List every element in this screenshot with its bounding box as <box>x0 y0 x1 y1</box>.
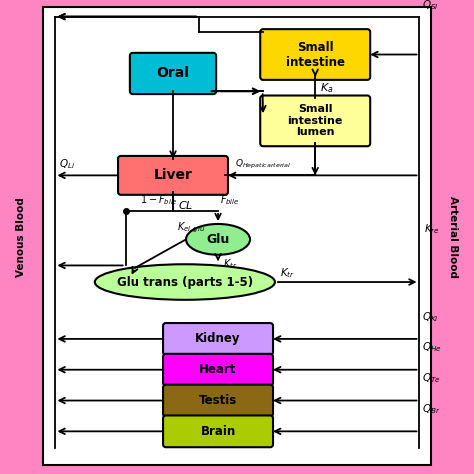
Text: $K_{el,glu}$: $K_{el,glu}$ <box>176 220 205 235</box>
Text: $1-F_{bile}$: $1-F_{bile}$ <box>140 193 178 207</box>
Text: Kidney: Kidney <box>195 332 241 346</box>
FancyBboxPatch shape <box>130 53 216 94</box>
Text: $K_{tr}$: $K_{tr}$ <box>223 257 237 271</box>
FancyBboxPatch shape <box>163 354 273 386</box>
Text: $Q_{Te}$: $Q_{Te}$ <box>422 371 441 385</box>
Text: Glu: Glu <box>206 233 230 246</box>
Text: Small
intestine: Small intestine <box>286 40 345 69</box>
FancyBboxPatch shape <box>43 7 431 465</box>
Text: Arterial Blood: Arterial Blood <box>447 196 458 278</box>
Text: $K_a$: $K_a$ <box>320 81 334 95</box>
Text: $F_{bile}$: $F_{bile}$ <box>220 193 240 207</box>
Text: Small
intestine
lumen: Small intestine lumen <box>288 104 343 137</box>
Text: $K_{re}$: $K_{re}$ <box>424 222 440 236</box>
Ellipse shape <box>186 224 250 255</box>
Text: Heart: Heart <box>200 363 237 376</box>
Text: $Q_{Br}$: $Q_{Br}$ <box>422 402 440 416</box>
FancyBboxPatch shape <box>163 415 273 447</box>
FancyBboxPatch shape <box>260 29 370 80</box>
Text: Liver: Liver <box>154 168 192 182</box>
FancyBboxPatch shape <box>163 385 273 417</box>
Text: $Q_{He}$: $Q_{He}$ <box>422 340 442 355</box>
Text: $Q_{Li}$: $Q_{Li}$ <box>59 157 75 171</box>
Text: $K_{tr}$: $K_{tr}$ <box>280 266 295 280</box>
Text: Testis: Testis <box>199 394 237 407</box>
Text: Brain: Brain <box>201 425 236 438</box>
Text: Glu trans (parts 1-5): Glu trans (parts 1-5) <box>117 275 253 289</box>
Text: Oral: Oral <box>156 66 190 81</box>
Text: $CL$: $CL$ <box>178 199 193 211</box>
Text: $Q_{SI}$: $Q_{SI}$ <box>422 0 438 12</box>
Text: $Q_{Ki}$: $Q_{Ki}$ <box>422 310 439 323</box>
Text: Venous Blood: Venous Blood <box>16 197 27 277</box>
Text: $Q_{Hepatic arterial}$: $Q_{Hepatic arterial}$ <box>235 157 291 171</box>
Ellipse shape <box>95 264 275 300</box>
FancyBboxPatch shape <box>260 96 370 146</box>
FancyBboxPatch shape <box>118 156 228 195</box>
FancyBboxPatch shape <box>163 323 273 355</box>
